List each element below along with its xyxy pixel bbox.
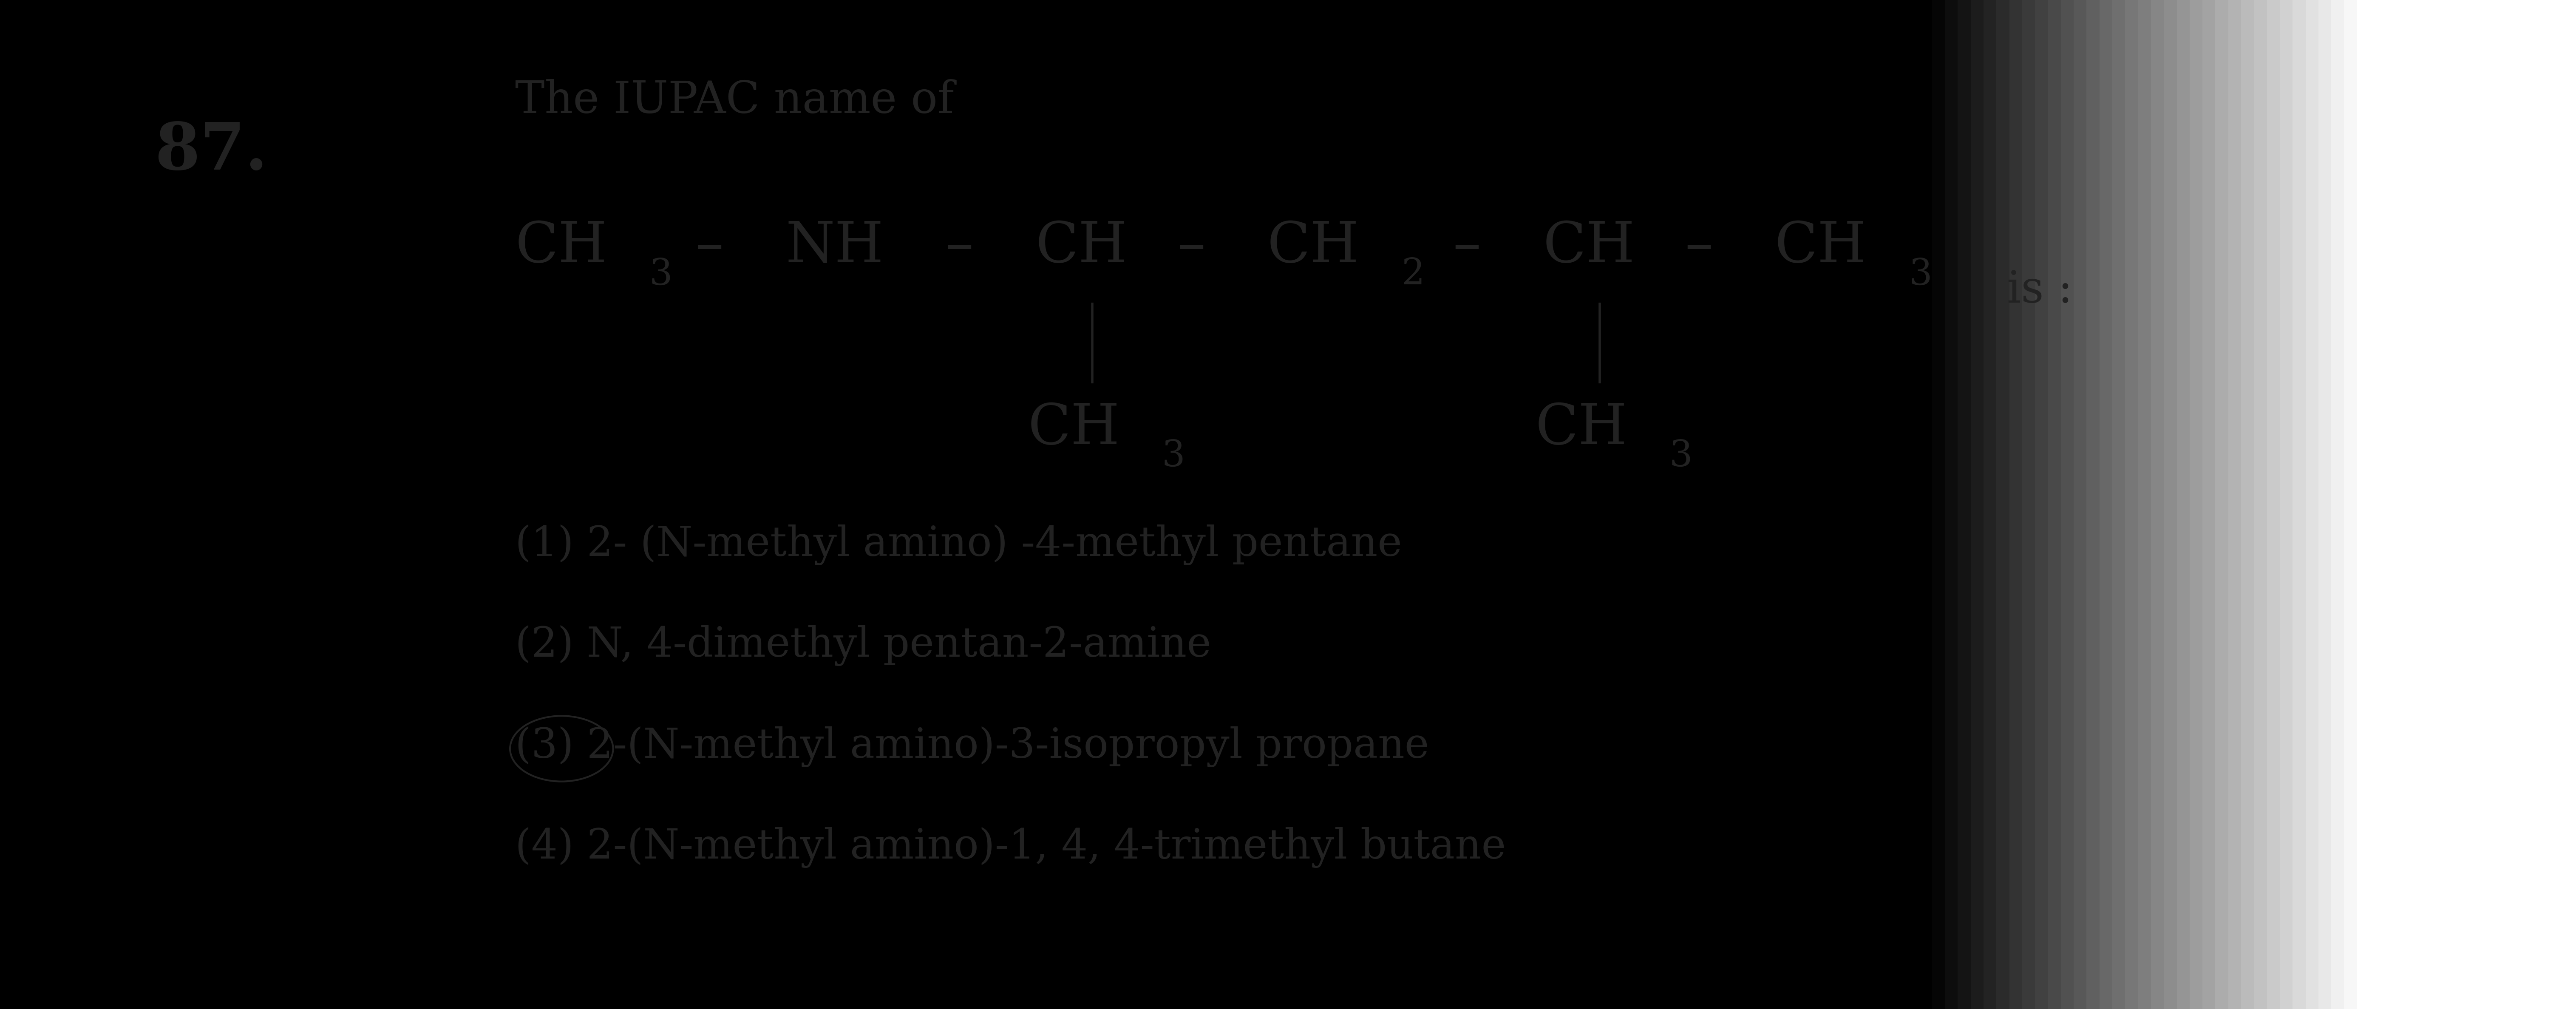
Text: CH: CH (1036, 219, 1128, 274)
Text: is :: is : (2007, 268, 2074, 312)
Text: NH: NH (786, 219, 884, 274)
Text: 3: 3 (1669, 439, 1692, 474)
Text: (2) N, 4-dimethyl pentan-2-amine: (2) N, 4-dimethyl pentan-2-amine (515, 626, 1211, 666)
Text: (3) 2-(N-methyl amino)-3-isopropyl propane: (3) 2-(N-methyl amino)-3-isopropyl propa… (515, 726, 1430, 767)
Text: CH: CH (1775, 219, 1868, 274)
Text: 2: 2 (1401, 257, 1425, 293)
Text: CH: CH (1028, 401, 1121, 456)
Text: –: – (1177, 219, 1206, 274)
Text: (1) 2- (N-methyl amino) -4-methyl pentane: (1) 2- (N-methyl amino) -4-methyl pentan… (515, 525, 1401, 565)
Text: CH: CH (1543, 219, 1636, 274)
Text: The IUPAC name of: The IUPAC name of (515, 80, 953, 122)
Text: –: – (696, 219, 724, 274)
Text: –: – (945, 219, 974, 274)
Text: –: – (1685, 219, 1713, 274)
Text: 87.: 87. (155, 120, 268, 183)
Text: 3: 3 (1162, 439, 1185, 474)
Text: –: – (1453, 219, 1481, 274)
Text: (4) 2-(N-methyl amino)-1, 4, 4-trimethyl butane: (4) 2-(N-methyl amino)-1, 4, 4-trimethyl… (515, 827, 1507, 868)
Text: CH: CH (1535, 401, 1628, 456)
Text: 3: 3 (649, 257, 672, 293)
Text: CH: CH (515, 219, 608, 274)
Text: CH: CH (1267, 219, 1360, 274)
Text: 3: 3 (1909, 257, 1932, 293)
